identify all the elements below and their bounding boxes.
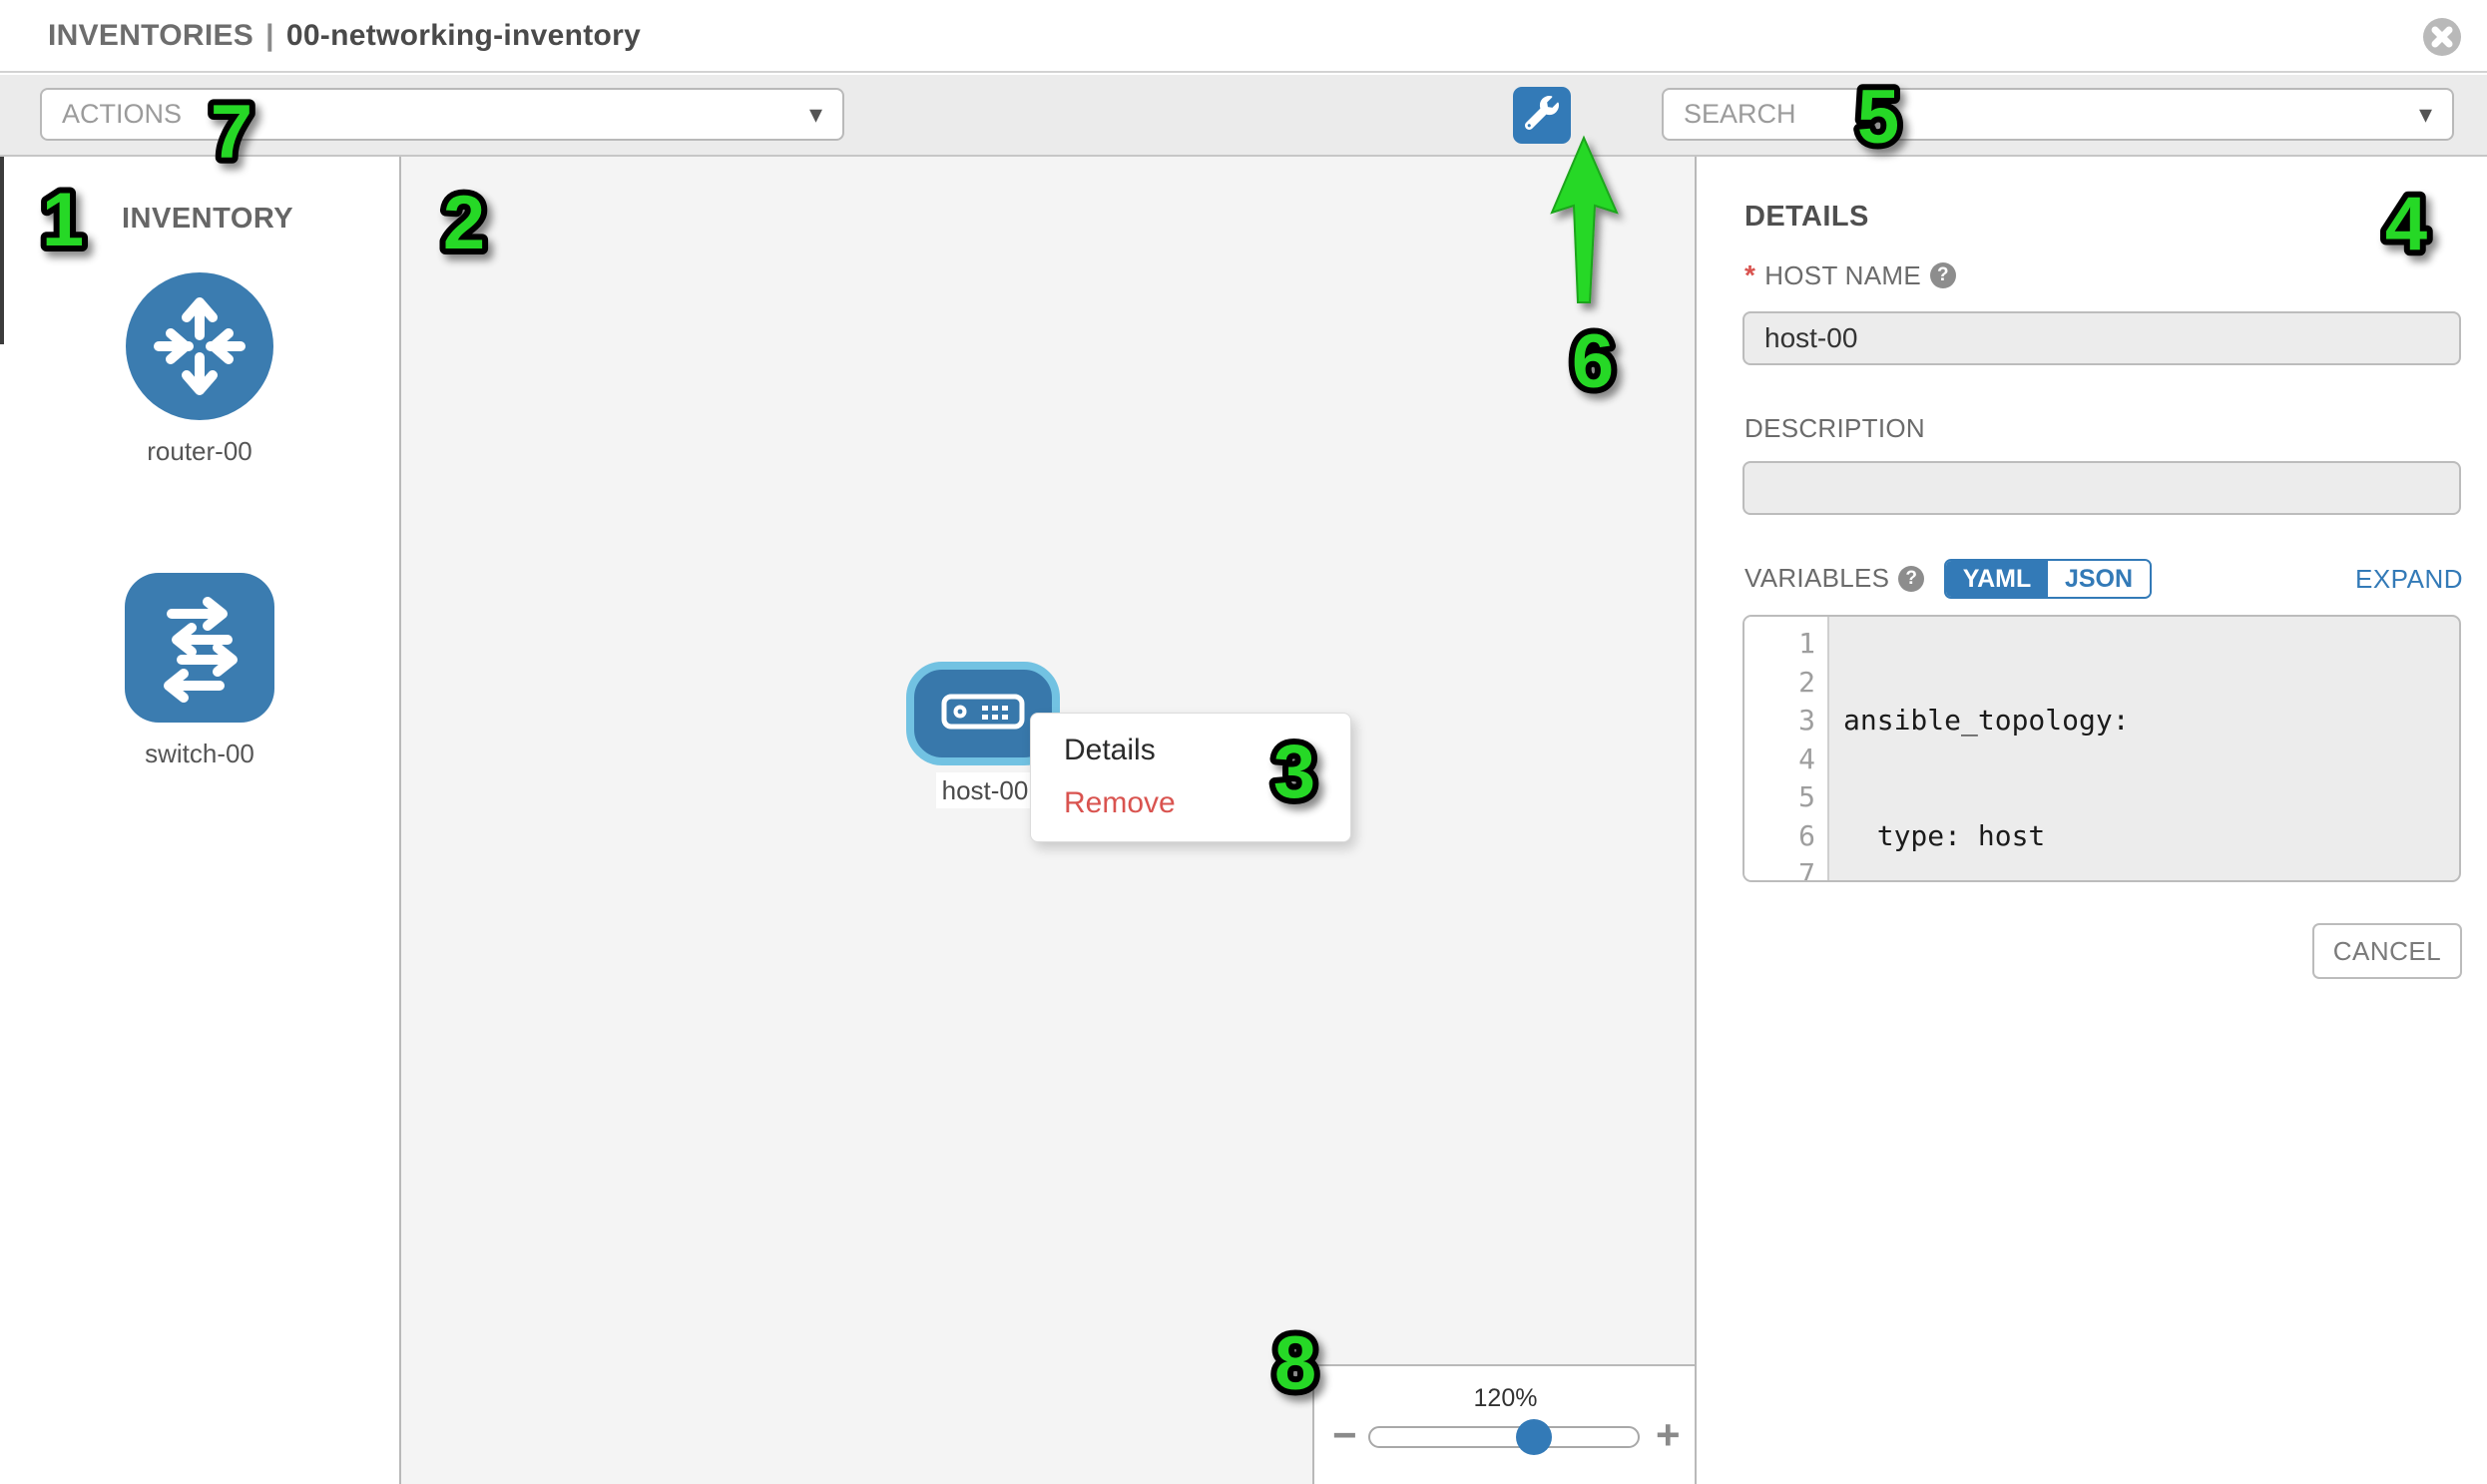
- details-title: DETAILS: [1744, 201, 1869, 233]
- description-label: DESCRIPTION: [1744, 413, 1925, 443]
- toolbar: ACTIONS ▾ SEARCH ▾: [0, 75, 2487, 211]
- zoom-in-button[interactable]: +: [1656, 1411, 1681, 1458]
- menu-item-remove[interactable]: Remove: [1064, 786, 1176, 819]
- host-name-label: HOST NAME: [1764, 259, 1921, 290]
- search-dropdown[interactable]: SEARCH ▾: [1662, 88, 2454, 141]
- device-label: switch-00: [145, 739, 254, 768]
- page-title: INVENTORIES | 00-networking-inventory: [48, 19, 641, 53]
- node-context-menu: Details Remove: [1030, 713, 1351, 842]
- zoom-slider-thumb[interactable]: [1516, 1419, 1552, 1455]
- variables-label: VARIABLES: [1744, 563, 1890, 593]
- variables-label-row: VARIABLES ?: [1744, 563, 1925, 594]
- zoom-control: 120% − +: [1312, 1364, 1695, 1484]
- switch-icon: [124, 572, 275, 729]
- host-name-label-row: * HOST NAME ?: [1744, 259, 1956, 291]
- details-panel: DETAILS * HOST NAME ? DESCRIPTION VARIAB…: [1699, 157, 2487, 1484]
- sidebar-edge-bar: [0, 157, 4, 344]
- router-icon: [125, 271, 274, 426]
- zoom-out-button[interactable]: −: [1332, 1411, 1357, 1458]
- toggle-json[interactable]: JSON: [2048, 561, 2150, 597]
- expand-link[interactable]: EXPAND: [2355, 564, 2463, 594]
- topology-canvas[interactable]: host-00 Details Remove 120% − +: [401, 157, 1697, 1484]
- host-node-label: host-00: [936, 772, 1034, 808]
- page-header: INVENTORIES | 00-networking-inventory: [0, 0, 2487, 73]
- search-dropdown-label: SEARCH: [1684, 99, 1796, 129]
- close-icon[interactable]: [2422, 17, 2462, 57]
- code-line: type: host: [1843, 818, 2046, 852]
- code-line: ansible_topology:: [1843, 704, 2130, 737]
- host-name-input[interactable]: [1742, 311, 2461, 365]
- sidebar-item-switch-00[interactable]: switch-00: [0, 572, 399, 769]
- variables-code-editor[interactable]: 1 2 3 4 5 6 7 ansible_topology: type: ho…: [1742, 615, 2461, 882]
- chevron-down-icon: ▾: [2418, 99, 2432, 129]
- wrench-icon: [1524, 96, 1559, 135]
- editor-line-numbers: 1 2 3 4 5 6 7: [1744, 617, 1829, 880]
- description-input[interactable]: [1742, 461, 2461, 515]
- editor-code-lines: ansible_topology: type: host name: host-…: [1829, 617, 2432, 880]
- sidebar-item-router-00[interactable]: router-00: [0, 271, 399, 467]
- breadcrumb-separator: |: [265, 18, 274, 52]
- zoom-level-label: 120%: [1473, 1384, 1538, 1412]
- chevron-down-icon: ▾: [808, 99, 822, 129]
- zoom-slider-track[interactable]: [1368, 1426, 1640, 1448]
- inventory-sidebar: INVENTORY router-00: [0, 157, 401, 1484]
- description-label-row: DESCRIPTION: [1744, 413, 1925, 444]
- breadcrumb: INVENTORIES: [48, 18, 254, 52]
- actions-dropdown[interactable]: ACTIONS ▾: [40, 88, 844, 141]
- variables-format-toggle: YAML JSON: [1944, 559, 2152, 599]
- menu-item-details[interactable]: Details: [1064, 734, 1156, 766]
- help-icon[interactable]: ?: [1930, 262, 1956, 288]
- toggle-yaml[interactable]: YAML: [1946, 561, 2048, 597]
- inventory-heading: INVENTORY: [122, 203, 294, 235]
- host-icon: [941, 694, 1025, 735]
- required-marker: *: [1744, 259, 1756, 290]
- cancel-button[interactable]: CANCEL: [2312, 923, 2462, 979]
- help-icon[interactable]: ?: [1898, 565, 1925, 592]
- toolbox-button[interactable]: [1513, 87, 1571, 144]
- inventory-name: 00-networking-inventory: [285, 18, 642, 52]
- device-label: router-00: [147, 436, 252, 466]
- actions-dropdown-label: ACTIONS: [62, 99, 183, 129]
